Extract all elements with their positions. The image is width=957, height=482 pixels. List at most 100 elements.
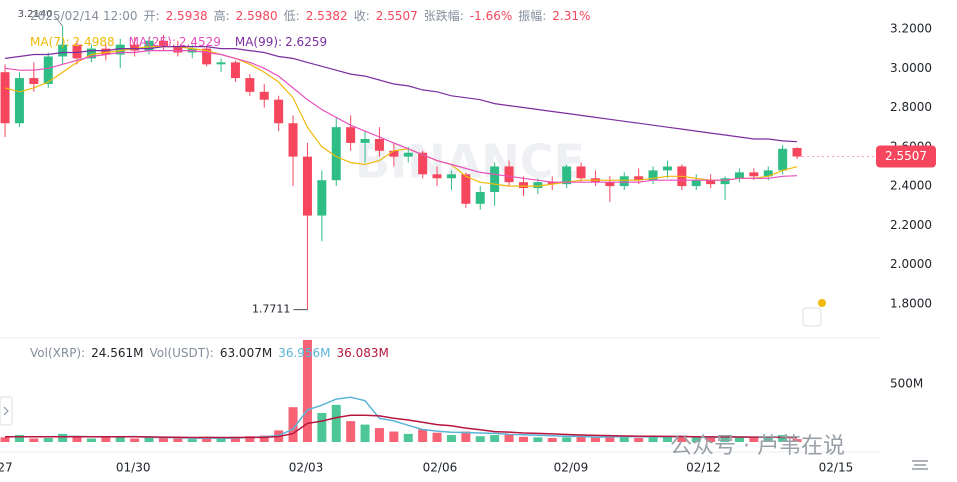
- header-field: 收:: [353, 9, 370, 23]
- candle-body: [173, 46, 183, 53]
- volume-bar: [101, 437, 111, 442]
- volume-bar: [562, 437, 572, 442]
- volume-bar: [72, 436, 82, 442]
- candle-body: [749, 172, 759, 177]
- y-tick-label: 2.2000: [890, 218, 932, 232]
- volume-bar: [158, 437, 168, 442]
- volume-bar: [432, 432, 442, 442]
- y-tick-label: 3.0000: [890, 61, 932, 75]
- ma-legend: MA(7): 2.4988 MA(25): 2.4529 MA(99): 2.6259: [30, 35, 341, 49]
- volume-bar: [173, 438, 183, 442]
- volume-bar: [331, 404, 341, 442]
- candle-body: [792, 148, 802, 157]
- candle-body: [158, 40, 168, 47]
- candle-body: [230, 62, 240, 79]
- candle-body: [576, 166, 586, 179]
- x-tick-label: 02/15: [819, 461, 854, 475]
- volume-bar: [576, 436, 586, 442]
- candle-body: [0, 72, 10, 124]
- candle-body: [43, 56, 53, 84]
- volume-bar: [763, 437, 773, 442]
- legend-name: MA(7):: [30, 35, 70, 49]
- candle-body: [504, 166, 514, 183]
- watermark-text: 公众号 · 芦苇在说: [670, 434, 845, 459]
- notes-dot: [818, 299, 826, 307]
- volume-bar: [504, 433, 514, 442]
- volume-legend-field: 24.561M: [91, 346, 144, 360]
- volume-bar: [605, 435, 615, 442]
- volume-bar: [446, 435, 456, 442]
- header-field: -1.66%: [469, 9, 513, 23]
- volume-bar: [259, 435, 269, 442]
- volume-bar: [216, 438, 226, 442]
- candle-body: [691, 180, 701, 187]
- ma-line: [4, 46, 798, 143]
- volume-bar: [792, 439, 802, 442]
- volume-bar: [245, 436, 255, 442]
- volume-bar: [288, 407, 298, 442]
- candle-body: [389, 150, 399, 157]
- candle-body: [331, 127, 341, 181]
- volume-bar: [187, 439, 197, 442]
- candle-body: [374, 138, 384, 151]
- candle-body: [418, 152, 428, 175]
- candle-body: [778, 148, 788, 171]
- volume-bar: [0, 437, 10, 442]
- header-field: 开:: [143, 9, 160, 23]
- volume-bar: [317, 413, 327, 442]
- volume-bar: [634, 437, 644, 442]
- x-tick-label: 27: [0, 461, 13, 475]
- volume-legend-field: Vol(USDT):: [149, 346, 214, 360]
- x-tick-label: 02/09: [554, 461, 589, 475]
- candle-body: [619, 176, 629, 187]
- volume-bar: [691, 437, 701, 442]
- volume-bar: [403, 433, 413, 442]
- candle-body: [734, 172, 744, 179]
- candle-body: [432, 174, 442, 179]
- header-field: 张跌幅:: [423, 9, 464, 23]
- volume-bar: [720, 436, 730, 442]
- candle-body: [720, 178, 730, 185]
- candle-body: [562, 166, 572, 185]
- candle-body: [763, 170, 773, 177]
- candle-body: [490, 166, 500, 192]
- header-field: 2025/02/14 12:00: [30, 9, 138, 23]
- header-field: 高:: [213, 9, 230, 23]
- volume-bar: [590, 436, 600, 442]
- header-field: 2.5938: [165, 9, 208, 23]
- notes-button[interactable]: [802, 307, 822, 327]
- volume-bar: [144, 437, 154, 442]
- candle-body: [706, 180, 716, 185]
- volume-legend-field: Vol(XRP):: [30, 346, 86, 360]
- volume-bar: [778, 435, 788, 442]
- volume-bar: [230, 436, 240, 442]
- candle-body: [547, 182, 557, 185]
- candle-body: [115, 44, 125, 55]
- candle-body: [274, 99, 284, 124]
- y-tick-label: 2.4000: [890, 179, 932, 193]
- collapse-button[interactable]: [0, 396, 13, 426]
- candle-body: [29, 78, 39, 84]
- volume-bar: [662, 437, 672, 442]
- volume-bar: [533, 437, 543, 442]
- candle-body: [605, 182, 615, 187]
- settings-icon[interactable]: [912, 460, 928, 470]
- candle-body: [648, 170, 658, 181]
- y-tick-label: 2.8000: [890, 100, 932, 114]
- volume-legend-field: 63.007M: [219, 346, 273, 360]
- volume-bar: [734, 437, 744, 442]
- x-tick-label: 02/12: [686, 461, 721, 475]
- candle-body: [533, 182, 543, 189]
- volume-bar: [389, 431, 399, 442]
- candle-body: [461, 174, 471, 204]
- candle-body: [144, 40, 154, 51]
- legend-value: 2.4988: [72, 35, 115, 49]
- annotation-label: 1.7711: [252, 303, 291, 316]
- candle-body: [403, 152, 413, 157]
- volume-bar: [58, 433, 68, 442]
- volume-bar: [418, 429, 428, 442]
- volume-tick-label: 500M: [890, 377, 923, 391]
- x-tick-label: 02/06: [423, 461, 458, 475]
